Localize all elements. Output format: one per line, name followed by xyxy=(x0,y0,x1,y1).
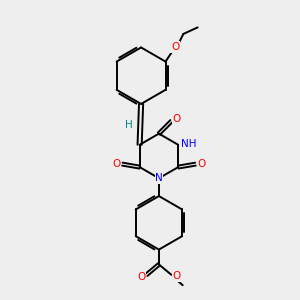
Text: O: O xyxy=(172,271,181,281)
Text: O: O xyxy=(171,42,179,52)
Text: H: H xyxy=(125,120,133,130)
Text: O: O xyxy=(137,272,145,282)
Text: O: O xyxy=(172,114,181,124)
Text: O: O xyxy=(112,159,121,169)
Text: NH: NH xyxy=(181,139,196,149)
Text: N: N xyxy=(155,173,163,183)
Text: O: O xyxy=(197,159,206,169)
